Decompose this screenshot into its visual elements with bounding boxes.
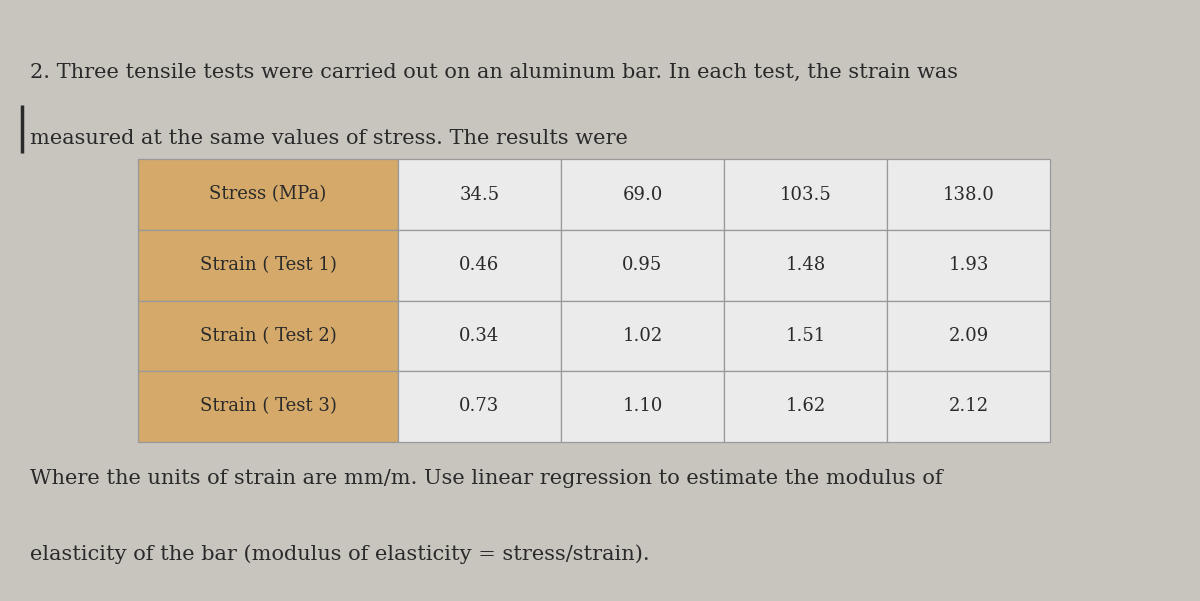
Text: 1.48: 1.48 xyxy=(785,256,826,274)
Text: 1.62: 1.62 xyxy=(785,397,826,415)
Bar xyxy=(398,300,560,371)
Text: elasticity of the bar (modulus of elasticity = stress/strain).: elasticity of the bar (modulus of elasti… xyxy=(30,544,649,564)
Text: 0.46: 0.46 xyxy=(460,256,499,274)
Bar xyxy=(138,371,398,442)
Bar xyxy=(887,230,1050,300)
Bar xyxy=(724,300,887,371)
Bar xyxy=(138,159,398,230)
Text: 0.95: 0.95 xyxy=(623,256,662,274)
Text: 103.5: 103.5 xyxy=(780,186,832,204)
Text: Where the units of strain are mm/m. Use linear regression to estimate the modulu: Where the units of strain are mm/m. Use … xyxy=(30,469,943,488)
Bar xyxy=(887,371,1050,442)
Bar xyxy=(398,230,560,300)
Text: 2.12: 2.12 xyxy=(948,397,989,415)
Bar xyxy=(887,159,1050,230)
Text: 2.09: 2.09 xyxy=(948,327,989,345)
Bar xyxy=(398,159,560,230)
Bar xyxy=(560,230,724,300)
Text: Strain ( Test 3): Strain ( Test 3) xyxy=(199,397,336,415)
Bar xyxy=(724,159,887,230)
Bar xyxy=(724,230,887,300)
Bar xyxy=(560,300,724,371)
Text: 0.73: 0.73 xyxy=(460,397,499,415)
Bar xyxy=(138,300,398,371)
Text: 1.93: 1.93 xyxy=(948,256,989,274)
Text: 1.02: 1.02 xyxy=(623,327,662,345)
Bar xyxy=(887,300,1050,371)
Bar xyxy=(560,159,724,230)
Bar xyxy=(138,230,398,300)
Bar xyxy=(724,371,887,442)
Text: Stress (MPa): Stress (MPa) xyxy=(209,186,326,204)
Text: 69.0: 69.0 xyxy=(623,186,662,204)
Text: measured at the same values of stress. The results were: measured at the same values of stress. T… xyxy=(30,129,628,148)
Text: 34.5: 34.5 xyxy=(460,186,499,204)
Text: Strain ( Test 2): Strain ( Test 2) xyxy=(199,327,336,345)
Text: 2. Three tensile tests were carried out on an aluminum bar. In each test, the st: 2. Three tensile tests were carried out … xyxy=(30,63,958,82)
Text: 138.0: 138.0 xyxy=(942,186,995,204)
Text: 0.34: 0.34 xyxy=(460,327,499,345)
Bar xyxy=(560,371,724,442)
Text: 1.51: 1.51 xyxy=(785,327,826,345)
Text: Strain ( Test 1): Strain ( Test 1) xyxy=(199,256,336,274)
Text: 1.10: 1.10 xyxy=(623,397,662,415)
Bar xyxy=(398,371,560,442)
